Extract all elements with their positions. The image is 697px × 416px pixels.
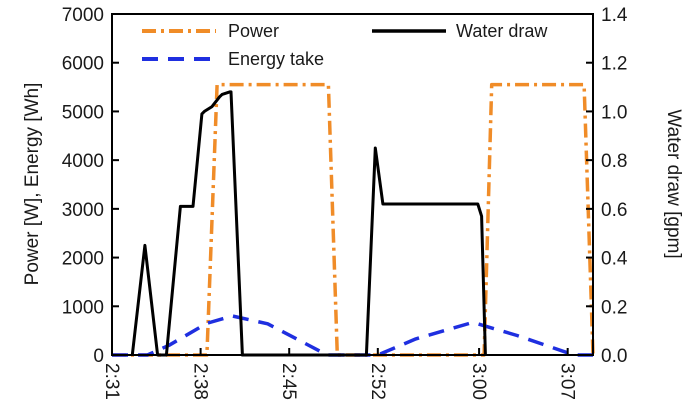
right-tick-label: 0.8 xyxy=(601,151,627,172)
legend-label-water-draw: Water draw xyxy=(456,21,548,41)
legend: Power Water draw Energy take xyxy=(142,21,548,69)
left-tick-label: 0 xyxy=(93,346,104,367)
right-tick-label: 1.2 xyxy=(601,54,627,75)
x-tick-label: 2:38 xyxy=(190,363,211,400)
x-tick-label: 2:52 xyxy=(367,363,388,400)
x-tick-label: 3:00 xyxy=(468,363,489,400)
left-tick-label: 2000 xyxy=(62,249,104,270)
right-tick-label: 1.4 xyxy=(601,5,628,26)
right-tick-label: 0.2 xyxy=(601,297,627,318)
left-axis-title: Power [W], Energy [Wh] xyxy=(22,83,43,286)
x-tick-label: 2:31 xyxy=(101,363,122,400)
series-line-power xyxy=(112,82,595,357)
right-tick-label: 0.4 xyxy=(601,249,628,270)
right-tick-label: 0.6 xyxy=(601,200,627,221)
left-tick-label: 1000 xyxy=(62,297,104,318)
left-tick-label: 7000 xyxy=(62,5,104,26)
left-tick-label: 3000 xyxy=(62,200,104,221)
plot-frame xyxy=(111,13,594,356)
x-tick-label: 3:07 xyxy=(557,363,578,400)
series-line-water-draw xyxy=(130,90,487,357)
left-tick-label: 4000 xyxy=(62,151,104,172)
right-tick-label: 0.0 xyxy=(601,346,627,367)
left-tick-label: 5000 xyxy=(62,102,104,123)
axis-ticks: 0 1000 2000 3000 4000 5000 6000 7000 0.0 0.2 0.4 0.… xyxy=(62,5,628,400)
x-tick-label: 2:45 xyxy=(278,363,299,400)
legend-label-power: Power xyxy=(228,21,279,41)
right-tick-label: 1.0 xyxy=(601,102,627,123)
right-axis-title: Water draw [gpm] xyxy=(663,109,684,258)
plot-lines xyxy=(112,82,595,357)
legend-label-energy-take: Energy take xyxy=(228,49,324,69)
series-line-energy-take xyxy=(112,314,593,357)
left-tick-label: 6000 xyxy=(62,54,104,75)
